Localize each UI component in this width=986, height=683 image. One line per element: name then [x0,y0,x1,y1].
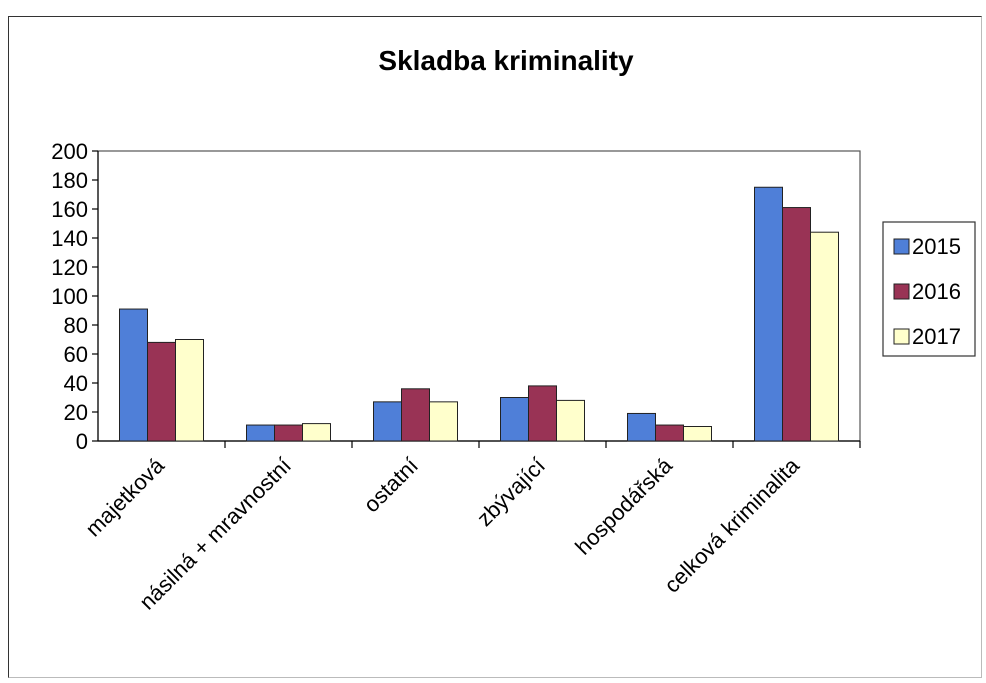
category-label: ostatní [359,453,423,517]
legend: 2015 2016 2017 [882,221,976,357]
bar-2015-5 [627,412,656,442]
bar-2016-6 [782,207,811,442]
bar-2015-6 [754,186,783,442]
category-label: zbývající [472,453,550,531]
bar-2017-6 [810,231,839,442]
chart-title: Skladba kriminality [378,45,634,76]
bar-2016-2 [274,424,303,442]
bar-2016-4 [528,385,557,442]
bar-2017-5 [683,426,712,442]
y-tick-label: 140 [51,226,88,251]
y-tick-label: 20 [64,400,88,425]
bar-2016-5 [655,424,684,442]
plot-border [97,150,861,442]
bar-2016-3 [401,388,430,442]
category-label: celková kriminalita [659,452,804,597]
y-tick-label: 0 [76,429,88,454]
bar-2015-1 [119,308,148,442]
y-tick-label: 100 [51,284,88,309]
legend-label-2016: 2016 [912,279,961,304]
bar-2017-2 [302,423,331,442]
legend-label-2015: 2015 [912,234,961,259]
category-label: majetková [80,452,169,541]
y-tick-label: 180 [51,168,88,193]
bar-2016-1 [147,341,176,442]
legend-swatch-2017 [893,328,910,345]
y-tick-label: 120 [51,255,88,280]
y-tick-label: 60 [64,342,88,367]
bar-2017-3 [429,401,458,442]
bar-2015-4 [500,397,529,442]
bar-2015-2 [246,424,275,442]
category-label: hospodářská [570,452,677,559]
legend-swatch-2015 [893,238,910,255]
bar-2017-4 [556,399,585,442]
bar-2017-1 [175,339,204,442]
y-tick-label: 160 [51,197,88,222]
legend-swatch-2016 [893,283,910,300]
bar-2015-3 [373,401,402,442]
y-tick-label: 80 [64,313,88,338]
legend-label-2017: 2017 [912,324,961,349]
y-tick-label: 200 [51,139,88,164]
plot-area: 020406080100120140160180200majetkovánási… [51,139,861,615]
y-tick-label: 40 [64,371,88,396]
